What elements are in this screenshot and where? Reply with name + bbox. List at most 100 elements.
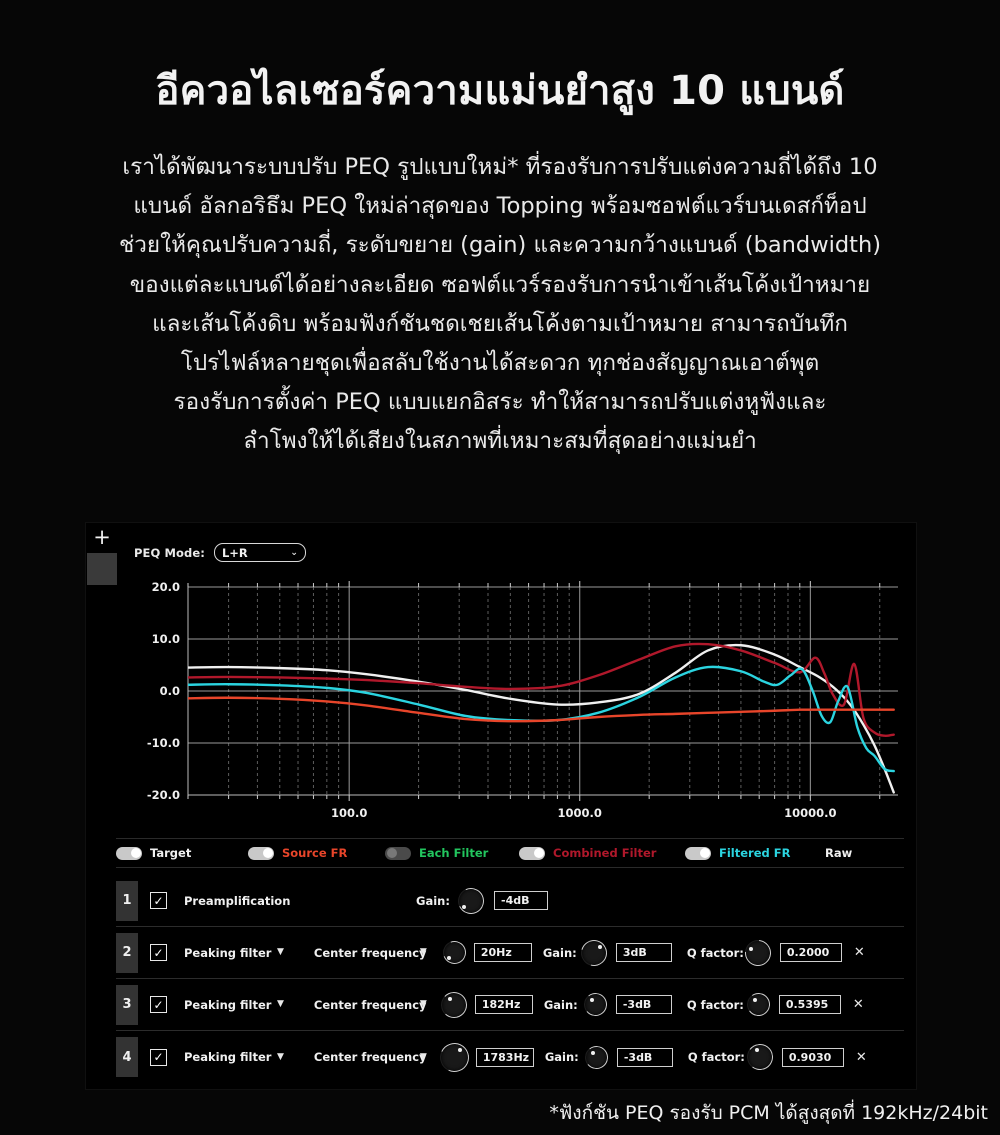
frequency-knob[interactable]: [440, 991, 468, 1018]
chevron-down-icon[interactable]: ▼: [419, 999, 427, 1009]
remove-filter-icon[interactable]: ✕: [852, 997, 864, 1012]
gain-value-input[interactable]: 3dB: [615, 943, 672, 962]
body-line: เราได้พัฒนาระบบปรับ PEQ รูปแบบใหม่* ที่ร…: [122, 154, 878, 180]
add-profile-button[interactable]: +: [86, 523, 118, 551]
svg-text:1000.0: 1000.0: [558, 806, 602, 820]
q-factor-knob[interactable]: [739, 934, 777, 971]
row-enable-checkbox[interactable]: ✓: [150, 996, 167, 1013]
legend-label-raw: Raw: [825, 846, 853, 860]
chevron-down-icon[interactable]: ▼: [277, 947, 284, 957]
body-line: รองรับการตั้งค่า PEQ แบบแยกอิสระ ทำให้สา…: [173, 389, 827, 416]
gain-value-input[interactable]: -3dB: [616, 1047, 673, 1067]
row-enable-checkbox[interactable]: ✓: [150, 892, 167, 909]
toggle-combined-filter[interactable]: [519, 846, 545, 860]
legend-item-raw[interactable]: Raw: [825, 846, 852, 860]
svg-text:10000.0: 10000.0: [784, 806, 836, 820]
legend-label-each-filter: Each Filter: [419, 846, 489, 860]
gain-label: Gain:: [542, 945, 577, 960]
page-title: อีควอไลเซอร์ความแม่นยำสูง 10 แบนด์: [155, 68, 845, 114]
row-param-label: Center frequency: [313, 1050, 427, 1064]
frequency-response-chart[interactable]: 20.0 10.0 0.0 -10.0 -20.0 100.0 1000.0 10000.0: [116, 573, 916, 828]
gain-knob[interactable]: [582, 991, 608, 1018]
legend-label-target: Target: [150, 846, 192, 860]
q-factor-label: Q factor:: [686, 997, 744, 1012]
toggle-source-fr[interactable]: [248, 846, 274, 860]
peq-mode-value: L+R: [221, 545, 248, 560]
filter-row-preamplification: 1 ✓ Preamplification Gain: -4dB: [116, 875, 904, 927]
body-line: ลำโพงให้ได้เสียงในสภาพที่เหมาะสมที่สุดอย…: [243, 428, 757, 455]
frequency-knob[interactable]: [439, 937, 470, 968]
frequency-value-input[interactable]: 1783Hz: [475, 1047, 534, 1067]
gain-knob[interactable]: [583, 1044, 609, 1070]
profile-tab-rail: +: [86, 523, 118, 1089]
row-index: 3: [116, 984, 138, 1025]
body-line: และเส้นโค้งดิบ พร้อมฟังก์ชันชดเชยเส้นโค้…: [152, 310, 848, 337]
peq-mode-label: PEQ Mode:: [134, 545, 205, 560]
row-type-label: Peaking filter: [184, 997, 272, 1012]
row-type-label: Peaking filter: [184, 945, 272, 960]
row-enable-checkbox[interactable]: ✓: [150, 1048, 167, 1066]
legend-item-combined-filter[interactable]: Combined Filter: [519, 846, 685, 860]
q-factor-value-input[interactable]: 0.2000: [779, 943, 842, 962]
toggle-target[interactable]: [116, 846, 142, 860]
body-line: ช่วยให้คุณปรับความถี่, ระดับขยาย (gain) …: [119, 232, 881, 259]
chevron-down-icon[interactable]: ▼: [419, 947, 427, 957]
legend-item-filtered-fr[interactable]: Filtered FR: [685, 846, 825, 860]
filter-list: 1 ✓ Preamplification Gain: -4dB 2 ✓ Peak…: [116, 875, 904, 1083]
legend-item-target[interactable]: Target: [116, 846, 248, 860]
gain-label: Gain:: [544, 1050, 579, 1064]
gain-knob[interactable]: [454, 883, 488, 918]
row-index: 2: [116, 932, 138, 973]
gain-value-input[interactable]: -3dB: [615, 995, 672, 1014]
q-factor-knob[interactable]: [745, 991, 772, 1018]
row-type-label: Peaking filter: [184, 1050, 272, 1064]
remove-filter-icon[interactable]: ✕: [855, 1049, 867, 1065]
legend-label-filtered-fr: Filtered FR: [719, 846, 791, 860]
svg-text:10.0: 10.0: [152, 632, 180, 646]
filter-row-2: 2 ✓ Peaking filter ▼ Center frequency ▼ …: [116, 927, 904, 979]
gain-label: Gain:: [543, 997, 578, 1012]
chevron-down-icon: ⌄: [290, 547, 298, 558]
body-line: โปรไฟล์หลายชุดเพื่อสลับใช้งานได้สะดวก ทุ…: [180, 350, 820, 377]
toggle-each-filter[interactable]: [385, 846, 411, 860]
row-param-label: Center frequency: [313, 997, 427, 1012]
legend-item-each-filter[interactable]: Each Filter: [385, 846, 519, 860]
gain-value-input[interactable]: -4dB: [494, 891, 548, 910]
footnote: *ฟังก์ชัน PEQ รองรับ PCM ได้สูงสุดที่ 19…: [549, 1102, 988, 1124]
row-type-label: Preamplification: [184, 893, 291, 908]
body-line: ของแต่ละแบนด์ได้อย่างละเอียด ซอฟต์แวร์รอ…: [129, 271, 871, 298]
q-factor-label: Q factor:: [687, 1050, 745, 1064]
body-paragraph: เราได้พัฒนาระบบปรับ PEQ รูปแบบใหม่* ที่ร…: [48, 148, 952, 462]
row-index: 1: [116, 880, 138, 921]
frequency-value-input[interactable]: 20Hz: [473, 943, 532, 962]
remove-filter-icon[interactable]: ✕: [853, 945, 865, 960]
peq-software-window: + PEQ Mode: L+R ⌄ 20.0 10.0 0.0 -10.0 -20.0 1…: [85, 522, 917, 1090]
q-factor-knob[interactable]: [745, 1042, 775, 1072]
peq-mode-control: PEQ Mode: L+R ⌄: [134, 543, 306, 562]
svg-text:0.0: 0.0: [160, 684, 180, 698]
q-factor-value-input[interactable]: 0.5395: [778, 995, 841, 1014]
gain-knob[interactable]: [576, 934, 612, 971]
row-enable-checkbox[interactable]: ✓: [150, 944, 167, 961]
legend-label-combined-filter: Combined Filter: [553, 846, 657, 860]
chart-canvas: 20.0 10.0 0.0 -10.0 -20.0 100.0 1000.0 10000.0: [147, 580, 898, 820]
filter-row-3: 3 ✓ Peaking filter ▼ Center frequency ▼ …: [116, 979, 904, 1031]
frequency-value-input[interactable]: 182Hz: [474, 995, 533, 1014]
frequency-knob[interactable]: [435, 1038, 473, 1076]
svg-text:-20.0: -20.0: [147, 788, 180, 802]
q-factor-label: Q factor:: [686, 945, 744, 960]
svg-text:-10.0: -10.0: [147, 736, 180, 750]
chevron-down-icon[interactable]: ▼: [419, 1051, 427, 1062]
row-param-label: Center frequency: [313, 945, 427, 960]
legend-label-source-fr: Source FR: [282, 846, 348, 860]
chevron-down-icon[interactable]: ▼: [277, 1051, 284, 1062]
profile-tab-slot[interactable]: [87, 553, 117, 585]
filter-row-4: 4 ✓ Peaking filter ▼ Center frequency ▼ …: [116, 1031, 904, 1083]
peq-mode-select[interactable]: L+R ⌄: [213, 543, 306, 562]
row-index: 4: [116, 1037, 138, 1077]
chevron-down-icon[interactable]: ▼: [277, 999, 284, 1009]
legend-item-source-fr[interactable]: Source FR: [248, 846, 385, 860]
q-factor-value-input[interactable]: 0.9030: [781, 1047, 844, 1067]
toggle-filtered-fr[interactable]: [685, 846, 711, 860]
